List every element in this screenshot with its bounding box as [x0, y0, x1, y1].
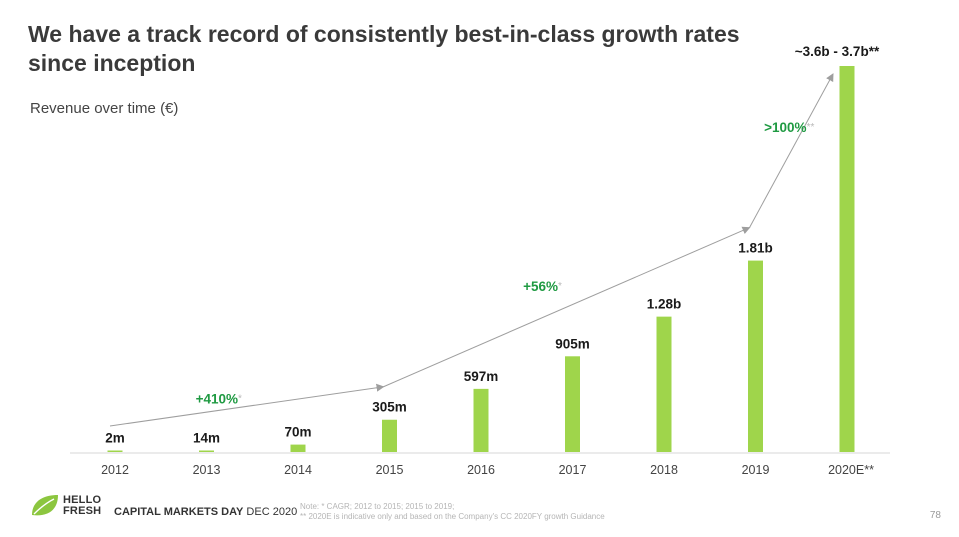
- chart-subtitle: Revenue over time (€): [30, 100, 179, 117]
- x-tick-2015: 2015: [376, 463, 404, 477]
- x-tick-2012: 2012: [101, 463, 129, 477]
- data-label-2019: 1.81b: [738, 241, 773, 256]
- growth-arrow-3: [749, 73, 834, 228]
- hellofresh-logo: HELLO FRESH: [30, 493, 101, 519]
- page-title: We have a track record of consistently b…: [28, 21, 740, 76]
- bars-group: [107, 66, 855, 452]
- data-label-2018: 1.28b: [647, 297, 682, 312]
- growth-arrows-group: [109, 73, 834, 427]
- event-name: CAPITAL MARKETS DAY DEC 2020: [114, 506, 297, 518]
- x-tick-2014: 2014: [284, 463, 312, 477]
- footnote-line-2: ** 2020E is indicative only and based on…: [300, 512, 605, 521]
- data-label-2017: 905m: [555, 336, 590, 351]
- footnote: Note: * CAGR; 2012 to 2015; 2015 to 2019…: [300, 502, 605, 522]
- data-label-2020e: ~3.6b - 3.7b**: [795, 44, 880, 59]
- growth-label-1: +410%*: [196, 391, 242, 406]
- data-label-2015: 305m: [372, 400, 407, 415]
- brand-line-fresh: FRESH: [63, 505, 102, 517]
- x-tick-2013: 2013: [193, 463, 221, 477]
- x-tick-2019: 2019: [742, 463, 770, 477]
- page-number: 78: [929, 510, 941, 521]
- growth-label-footnote-mark-3: **: [807, 122, 815, 133]
- leaf-logo-icon: [32, 495, 58, 516]
- data-label-2014: 70m: [284, 425, 311, 440]
- data-labels-group: 2m 14m 70m 305m 597m 905m 1.28b 1.81b ~3.6b - 3.…: [105, 44, 880, 446]
- bar-2015: [382, 419, 397, 452]
- bar-2013: [199, 450, 214, 452]
- data-label-2013: 14m: [193, 431, 220, 446]
- brand-line-hello: HELLO: [63, 494, 102, 506]
- bar-2017: [565, 356, 580, 452]
- data-label-2012: 2m: [105, 431, 125, 446]
- bar-2016: [473, 388, 489, 452]
- growth-labels-group: +410%* +56%* >100%**: [196, 120, 815, 407]
- x-tick-2018: 2018: [650, 463, 678, 477]
- bar-2012: [107, 450, 123, 452]
- bar-2020e: [839, 66, 855, 452]
- bar-2018: [656, 316, 672, 452]
- growth-label-2: +56%*: [523, 279, 562, 294]
- event-date: DEC 2020: [243, 506, 298, 518]
- brand-name: HELLO FRESH: [63, 495, 101, 517]
- growth-label-3: >100%**: [764, 120, 814, 135]
- growth-arrow-1: [109, 383, 385, 427]
- x-tick-2016: 2016: [467, 463, 495, 477]
- data-label-2016: 597m: [464, 369, 499, 384]
- x-tick-2017: 2017: [559, 463, 587, 477]
- growth-label-footnote-mark-1: *: [238, 393, 242, 404]
- bar-2019: [748, 260, 763, 452]
- x-tick-2020e: 2020E**: [828, 463, 874, 477]
- footnote-line-1: Note: * CAGR; 2012 to 2015; 2015 to 2019…: [300, 502, 455, 511]
- bar-2014: [290, 444, 306, 452]
- x-tick-labels-group: 2012 2013 2014 2015 2016 2017 2018 2019 2020E**: [101, 463, 874, 477]
- growth-arrow-2: [383, 226, 751, 388]
- growth-label-footnote-mark-2: *: [558, 281, 562, 292]
- event-title: CAPITAL MARKETS DAY: [114, 506, 244, 518]
